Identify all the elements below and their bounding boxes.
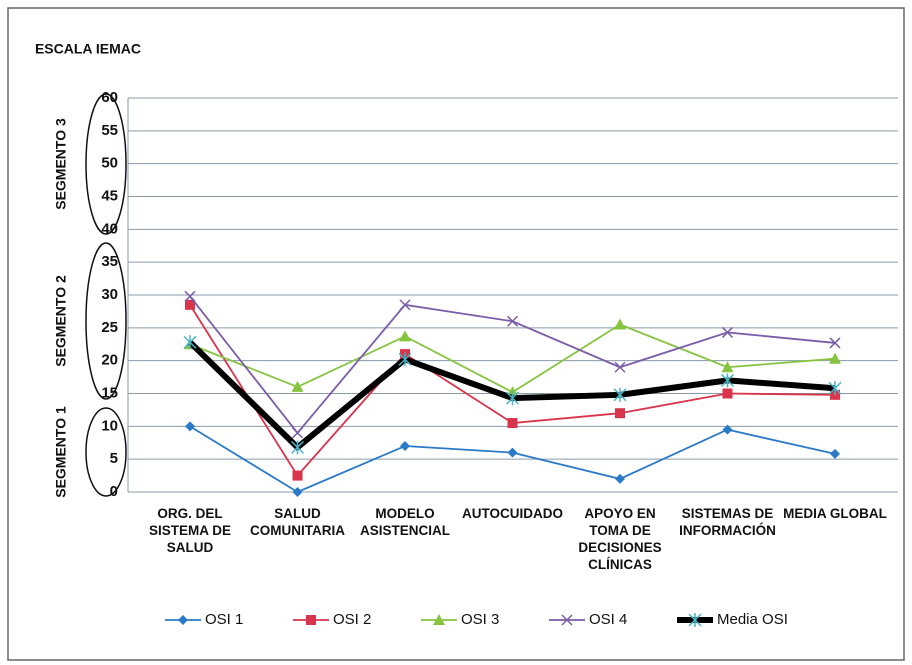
legend-marker <box>178 615 188 625</box>
x-tick-label: MEDIA GLOBAL <box>783 506 887 521</box>
y-tick-label: 55 <box>101 122 118 139</box>
segment-ellipse <box>85 242 127 400</box>
data-point <box>829 352 841 364</box>
segment-label: SEGMENTO 1 <box>53 406 69 498</box>
data-point <box>399 330 411 342</box>
scale-title: ESCALA IEMAC <box>35 41 141 57</box>
data-point <box>615 473 625 484</box>
data-point <box>400 441 410 452</box>
x-tick-label: ORG. DEL SISTEMA DE SALUD <box>148 506 231 555</box>
data-point <box>292 487 303 497</box>
frame <box>7 7 905 661</box>
data-point <box>290 440 305 455</box>
data-point <box>507 447 518 458</box>
y-tick-label: 15 <box>101 384 118 401</box>
legend-label: Media OSI <box>717 611 788 628</box>
y-tick-label: 50 <box>101 155 118 172</box>
y-tick-label: 0 <box>110 483 118 500</box>
legend-marker <box>306 615 316 625</box>
legend-marker <box>561 614 573 626</box>
data-point <box>399 299 411 311</box>
data-point <box>183 335 197 350</box>
x-tick-label: AUTOCUIDADO <box>462 506 563 521</box>
legend-marker <box>433 614 445 625</box>
data-point <box>292 470 303 481</box>
x-tick-label: MODELO ASISTENCIAL <box>359 506 450 538</box>
data-point <box>722 388 733 399</box>
data-point <box>505 391 520 406</box>
data-point <box>613 387 627 402</box>
data-point <box>722 424 733 435</box>
x-tick-label: SALUD COMUNITARIA <box>250 506 345 538</box>
data-point <box>830 448 840 459</box>
data-point <box>185 299 195 310</box>
data-point <box>828 381 842 396</box>
data-point <box>184 290 196 302</box>
y-tick-label: 5 <box>110 450 118 467</box>
data-point <box>829 337 841 349</box>
legend-label: OSI 4 <box>589 611 627 628</box>
y-tick-label: 20 <box>101 352 118 369</box>
data-point <box>721 326 734 338</box>
y-tick-label: 60 <box>101 89 118 106</box>
y-tick-label: 35 <box>101 253 118 270</box>
y-tick-label: 45 <box>101 187 118 204</box>
legend-label: OSI 2 <box>333 611 371 628</box>
segment-ellipse <box>85 407 127 497</box>
data-point <box>185 421 195 432</box>
data-point <box>291 427 304 439</box>
segment-label: SEGMENTO 3 <box>53 118 69 210</box>
legend-label: OSI 3 <box>461 611 499 628</box>
y-tick-label: 10 <box>101 417 118 434</box>
data-point <box>506 315 519 327</box>
data-point <box>507 418 518 429</box>
legend-marker <box>688 613 702 627</box>
data-point <box>614 318 626 330</box>
y-tick-label: 25 <box>101 319 118 336</box>
y-tick-label: 40 <box>101 220 118 237</box>
legend-label: OSI 1 <box>205 611 243 628</box>
y-tick-label: 30 <box>101 286 118 303</box>
data-point <box>721 361 734 373</box>
data-point <box>614 361 626 373</box>
segment-ellipse <box>85 93 127 235</box>
x-tick-label: APOYO EN TOMA DE DECISIONES CLÍNICAS <box>578 506 662 572</box>
segment-label: SEGMENTO 2 <box>53 275 69 367</box>
x-tick-label: SISTEMAS DE INFORMACIÓN <box>679 506 776 538</box>
data-point <box>398 352 412 367</box>
data-point <box>291 380 304 392</box>
data-point <box>720 373 735 388</box>
data-point <box>615 408 625 419</box>
series-line <box>189 295 836 435</box>
